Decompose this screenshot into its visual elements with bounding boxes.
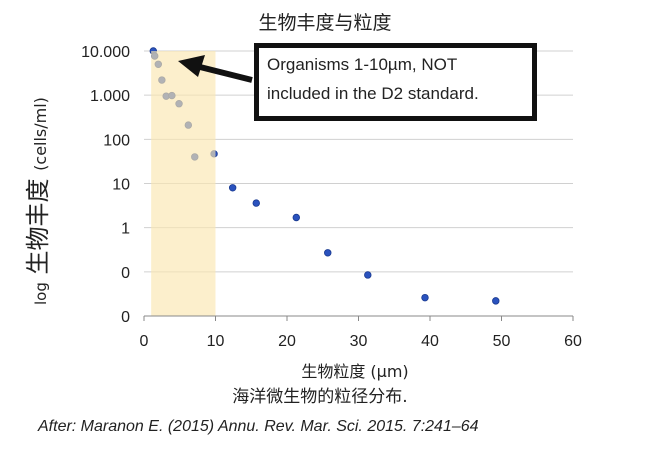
y-axis-title: 生物丰度 xyxy=(24,178,52,275)
data-point xyxy=(364,271,372,279)
annotation-box: Organisms 1-10µm, NOT included in the D2… xyxy=(254,43,537,121)
x-tick-label: 40 xyxy=(421,333,439,350)
x-tick-label: 50 xyxy=(493,333,511,350)
y-tick-label: 0 xyxy=(121,265,130,282)
highlight-band xyxy=(151,51,216,316)
data-point xyxy=(421,293,429,302)
x-tick-label: 20 xyxy=(278,333,296,350)
y-tick-label: 1 xyxy=(121,221,130,238)
data-point xyxy=(228,184,237,192)
data-point xyxy=(324,249,332,257)
annotation-line-1: Organisms 1-10µm, NOT xyxy=(267,55,458,74)
figure-caption: 海洋微生物的粒径分布. xyxy=(232,387,408,407)
data-point xyxy=(492,297,500,305)
y-tick-label: 0 xyxy=(121,309,130,326)
y-axis-unit: (cells/ml) xyxy=(31,97,50,171)
x-tick-label: 10 xyxy=(207,333,225,350)
y-axis-label: log 生物丰度 (cells/ml) xyxy=(18,97,53,305)
x-axis-label: 生物粒度 (µm) xyxy=(301,362,409,381)
y-axis-log-prefix: log xyxy=(32,282,50,305)
data-point xyxy=(252,199,260,207)
y-tick-label: 100 xyxy=(103,132,130,149)
annotation-line-2: included in the D2 standard. xyxy=(267,84,479,103)
y-tick-label: 10 xyxy=(112,177,130,194)
x-tick-label: 60 xyxy=(564,333,582,350)
x-tick-label: 0 xyxy=(140,333,149,350)
x-tick-label: 30 xyxy=(350,333,368,350)
chart-title: 生物丰度与粒度 xyxy=(258,12,392,34)
data-point xyxy=(292,213,300,222)
citation: After: Maranon E. (2015) Annu. Rev. Mar.… xyxy=(38,418,479,435)
arrow-head xyxy=(178,55,205,77)
arrow-shaft xyxy=(195,63,253,83)
y-tick-label: 10.000 xyxy=(81,44,130,61)
y-tick-label: 1.000 xyxy=(90,88,130,105)
